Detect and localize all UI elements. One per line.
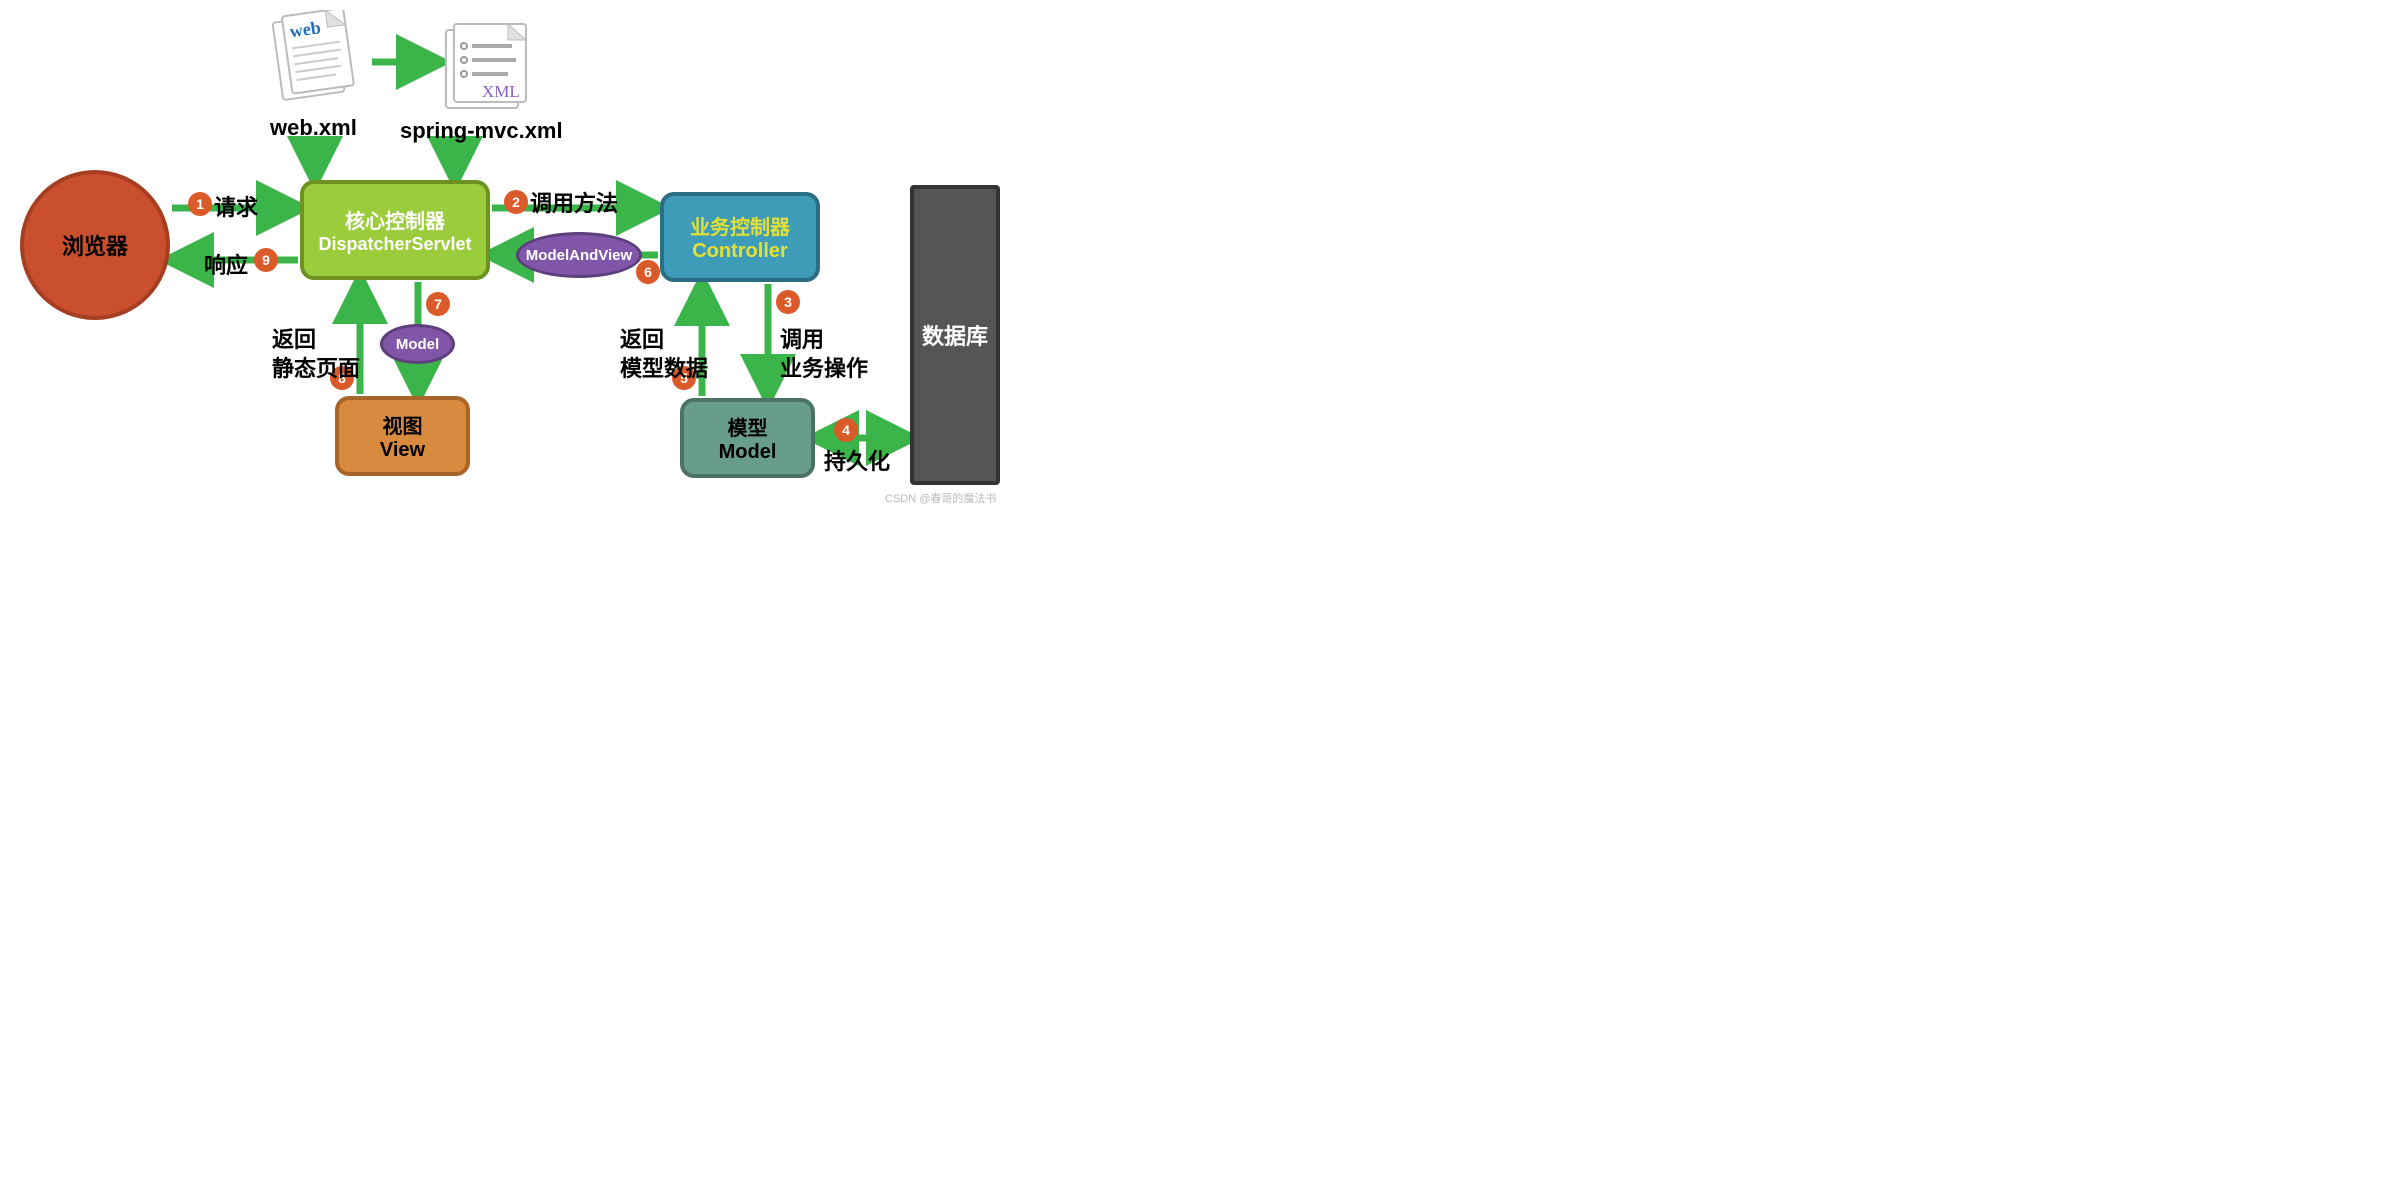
model-pill: Model xyxy=(380,324,455,364)
model-label-2: Model xyxy=(719,441,777,464)
edge-label-3: 调用业务操作 xyxy=(780,326,868,383)
view-label-1: 视图 xyxy=(383,410,423,439)
spring-mvc-xml-label: spring-mvc.xml xyxy=(400,118,563,144)
svg-text:XML: XML xyxy=(482,82,520,101)
step-badge-2: 2 xyxy=(504,190,528,214)
watermark-text: CSDN @春哥的魔法书 xyxy=(885,490,996,506)
step-badge-1: 1 xyxy=(188,192,212,216)
arrows-layer xyxy=(0,0,1556,773)
model-pill-label: Model xyxy=(396,336,439,353)
diagram-canvas: web web.xml XML spring-mvc.xml 浏览器 xyxy=(0,0,1556,773)
dispatcher-label-1: 核心控制器 xyxy=(345,205,445,234)
database-node: 数据库 xyxy=(910,185,1000,485)
browser-node: 浏览器 xyxy=(20,170,170,320)
edge-label-5: 持久化 xyxy=(824,444,890,476)
step-badge-3: 3 xyxy=(776,290,800,314)
edge-label-6: 返回静态页面 xyxy=(272,326,360,383)
database-label: 数据库 xyxy=(922,319,988,351)
modelandview-label: ModelAndView xyxy=(526,247,632,264)
edge-label-1: 响应 xyxy=(204,248,248,280)
step-badge-6: 6 xyxy=(636,260,660,284)
step-badge-7: 7 xyxy=(426,292,450,316)
edge-label-0: 请求 xyxy=(214,190,258,222)
edge-label-2: 调用方法 xyxy=(530,186,618,218)
dispatcher-node: 核心控制器 DispatcherServlet xyxy=(300,180,490,280)
web-xml-label: web.xml xyxy=(270,115,357,141)
modelandview-pill: ModelAndView xyxy=(516,232,642,278)
step-badge-4: 4 xyxy=(834,418,858,442)
dispatcher-label-2: DispatcherServlet xyxy=(318,234,471,255)
svg-text:web: web xyxy=(288,17,321,41)
controller-label-1: 业务控制器 xyxy=(690,211,790,240)
controller-label-2: Controller xyxy=(692,240,788,263)
controller-node: 业务控制器 Controller xyxy=(660,192,820,282)
browser-label: 浏览器 xyxy=(62,229,128,261)
step-badge-9: 9 xyxy=(254,248,278,272)
model-label-1: 模型 xyxy=(728,412,768,441)
view-label-2: View xyxy=(380,439,425,462)
view-node: 视图 View xyxy=(335,396,470,476)
edge-label-4: 返回模型数据 xyxy=(620,326,708,383)
model-node: 模型 Model xyxy=(680,398,815,478)
